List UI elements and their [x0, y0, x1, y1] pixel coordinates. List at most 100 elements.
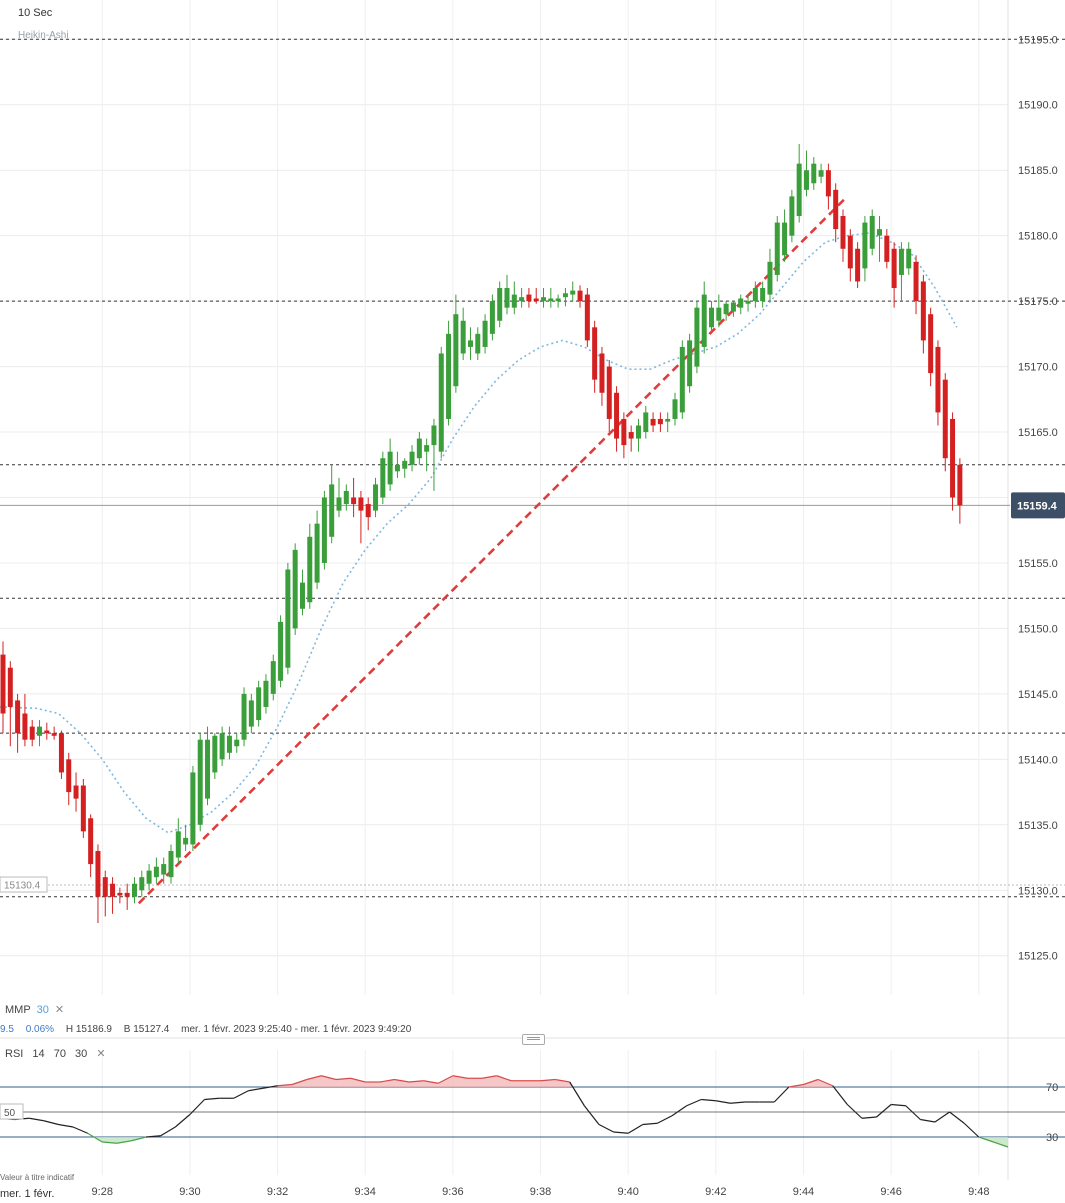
- candle-body-up: [541, 297, 547, 302]
- time-tick-label: 9:34: [355, 1186, 376, 1198]
- date-label: mer. 1 févr.: [0, 1188, 55, 1200]
- rsi-line-segment: [686, 1098, 702, 1107]
- candle-body-up: [555, 298, 561, 302]
- candle-body-down: [95, 850, 101, 897]
- disclaimer-text: Valeur à titre indicatif: [0, 1173, 75, 1182]
- panel-resize-handle[interactable]: [522, 1034, 545, 1045]
- rsi-line-segment: [949, 1111, 965, 1124]
- rsi-line-segment: [876, 1104, 892, 1118]
- candle-body-up: [730, 302, 736, 312]
- candle-body-down: [51, 733, 57, 736]
- candle-body-up: [511, 294, 517, 308]
- rsi-period[interactable]: 14: [32, 1048, 45, 1060]
- rsi-mid-label: 50: [4, 1108, 16, 1119]
- rsi-line-segment: [87, 1132, 103, 1143]
- candle-body-down: [22, 713, 28, 740]
- candle-body-down: [365, 504, 371, 518]
- rsi-line-segment: [481, 1075, 497, 1079]
- rsi-line-segment: [233, 1090, 249, 1099]
- rsi-line-segment: [730, 1101, 746, 1104]
- price-tick-label: 15145.0: [1018, 689, 1058, 701]
- candle-body-up: [270, 661, 276, 694]
- candle-body-down: [592, 327, 598, 380]
- time-axis[interactable]: 9:28 9:30 9:32 9:34 9:36 9:38 9:40 9:42 9:44 9:46…: [92, 1186, 990, 1198]
- candle-body-up: [679, 346, 685, 413]
- rsi-line-segment: [204, 1097, 220, 1101]
- rsi-line-segment: [291, 1078, 307, 1086]
- rsi-upper[interactable]: 70: [53, 1048, 66, 1060]
- rsi-line-segment: [174, 1114, 191, 1128]
- candle-body-down: [847, 235, 853, 269]
- close-icon[interactable]: ✕: [54, 1004, 65, 1016]
- mmp-indicator-legend[interactable]: MMP 30 ✕: [5, 1003, 64, 1016]
- rsi-line-segment: [72, 1126, 88, 1134]
- candle-body-up: [329, 484, 335, 537]
- candle-body-up: [314, 523, 320, 583]
- candle-body-up: [767, 261, 773, 295]
- rsi-line-segment: [43, 1120, 59, 1126]
- candle-body-down: [110, 883, 116, 897]
- candle-body-up: [219, 733, 225, 760]
- candle-body-down: [29, 726, 35, 740]
- rsi-line-segment: [555, 1078, 570, 1083]
- candle-body-up: [183, 837, 189, 845]
- candle-body-up: [234, 739, 240, 747]
- last-price-tag: [1011, 492, 1065, 519]
- candle-body-down: [942, 379, 948, 459]
- candle-body-up: [453, 314, 459, 387]
- candle-body-up: [131, 883, 137, 897]
- rsi-line-segment: [993, 1141, 1009, 1148]
- chart-style-label[interactable]: Heikin-Ashi: [18, 30, 69, 41]
- candle-body-down: [840, 216, 846, 249]
- candle-body-up: [299, 582, 305, 609]
- rsi-line-segment: [248, 1087, 264, 1092]
- candle-body-up: [307, 536, 313, 603]
- candle-body-up: [635, 425, 641, 439]
- candle-body-up: [782, 222, 788, 256]
- price-axis[interactable]: 15125.0 15130.0 15135.0 15140.0 15145.0 15150…: [1011, 34, 1065, 963]
- rsi-line-segment: [905, 1105, 921, 1120]
- candle-body-down: [920, 281, 926, 341]
- rsi-line-segment: [803, 1078, 819, 1086]
- candle-body-up: [467, 340, 473, 347]
- price-tick-label: 15150.0: [1018, 623, 1058, 635]
- rsi-line-segment: [262, 1085, 278, 1089]
- trendline-segment: [137, 195, 849, 905]
- timeframe-label[interactable]: 10 Sec: [18, 7, 53, 19]
- candle-body-down: [935, 346, 941, 413]
- candle-body-down: [913, 261, 919, 302]
- candle-body-up: [263, 680, 269, 707]
- price-tick-label: 15140.0: [1018, 754, 1058, 766]
- candle-body-up: [803, 170, 809, 190]
- candle-body-up: [862, 222, 868, 269]
- candle-body-down: [628, 432, 634, 439]
- rsi-indicator-legend[interactable]: RSI 14 70 30 ✕: [5, 1047, 112, 1060]
- candle-body-up: [687, 340, 693, 387]
- rsi-lower[interactable]: 30: [75, 1048, 88, 1060]
- candle-body-up: [570, 290, 576, 295]
- candle-body-up: [701, 294, 707, 347]
- rsi-line-segment: [146, 1135, 161, 1138]
- rsi-line-segment: [613, 1131, 629, 1134]
- candle-body-down: [621, 418, 627, 446]
- price-tick-label: 15125.0: [1018, 951, 1058, 963]
- candle-body-up: [446, 333, 452, 419]
- close-icon[interactable]: ✕: [96, 1048, 106, 1060]
- candle-body-up: [760, 288, 766, 302]
- mmp-period[interactable]: 30: [36, 1004, 49, 1016]
- price-tick-label: 15185.0: [1018, 165, 1058, 177]
- candle-body-up: [548, 298, 554, 302]
- rsi-line-segment: [394, 1078, 410, 1083]
- rsi-line-segment: [496, 1075, 512, 1082]
- candle-body-up: [285, 569, 291, 668]
- candle-body-up: [416, 438, 422, 459]
- candle-body-down: [102, 877, 108, 897]
- rsi-line-segment: [891, 1103, 906, 1107]
- candle-body-up: [898, 248, 904, 275]
- candle-body-up: [278, 621, 284, 681]
- candle-body-up: [752, 288, 758, 302]
- trendline[interactable]: [137, 195, 849, 905]
- rsi-line-segment: [832, 1085, 848, 1105]
